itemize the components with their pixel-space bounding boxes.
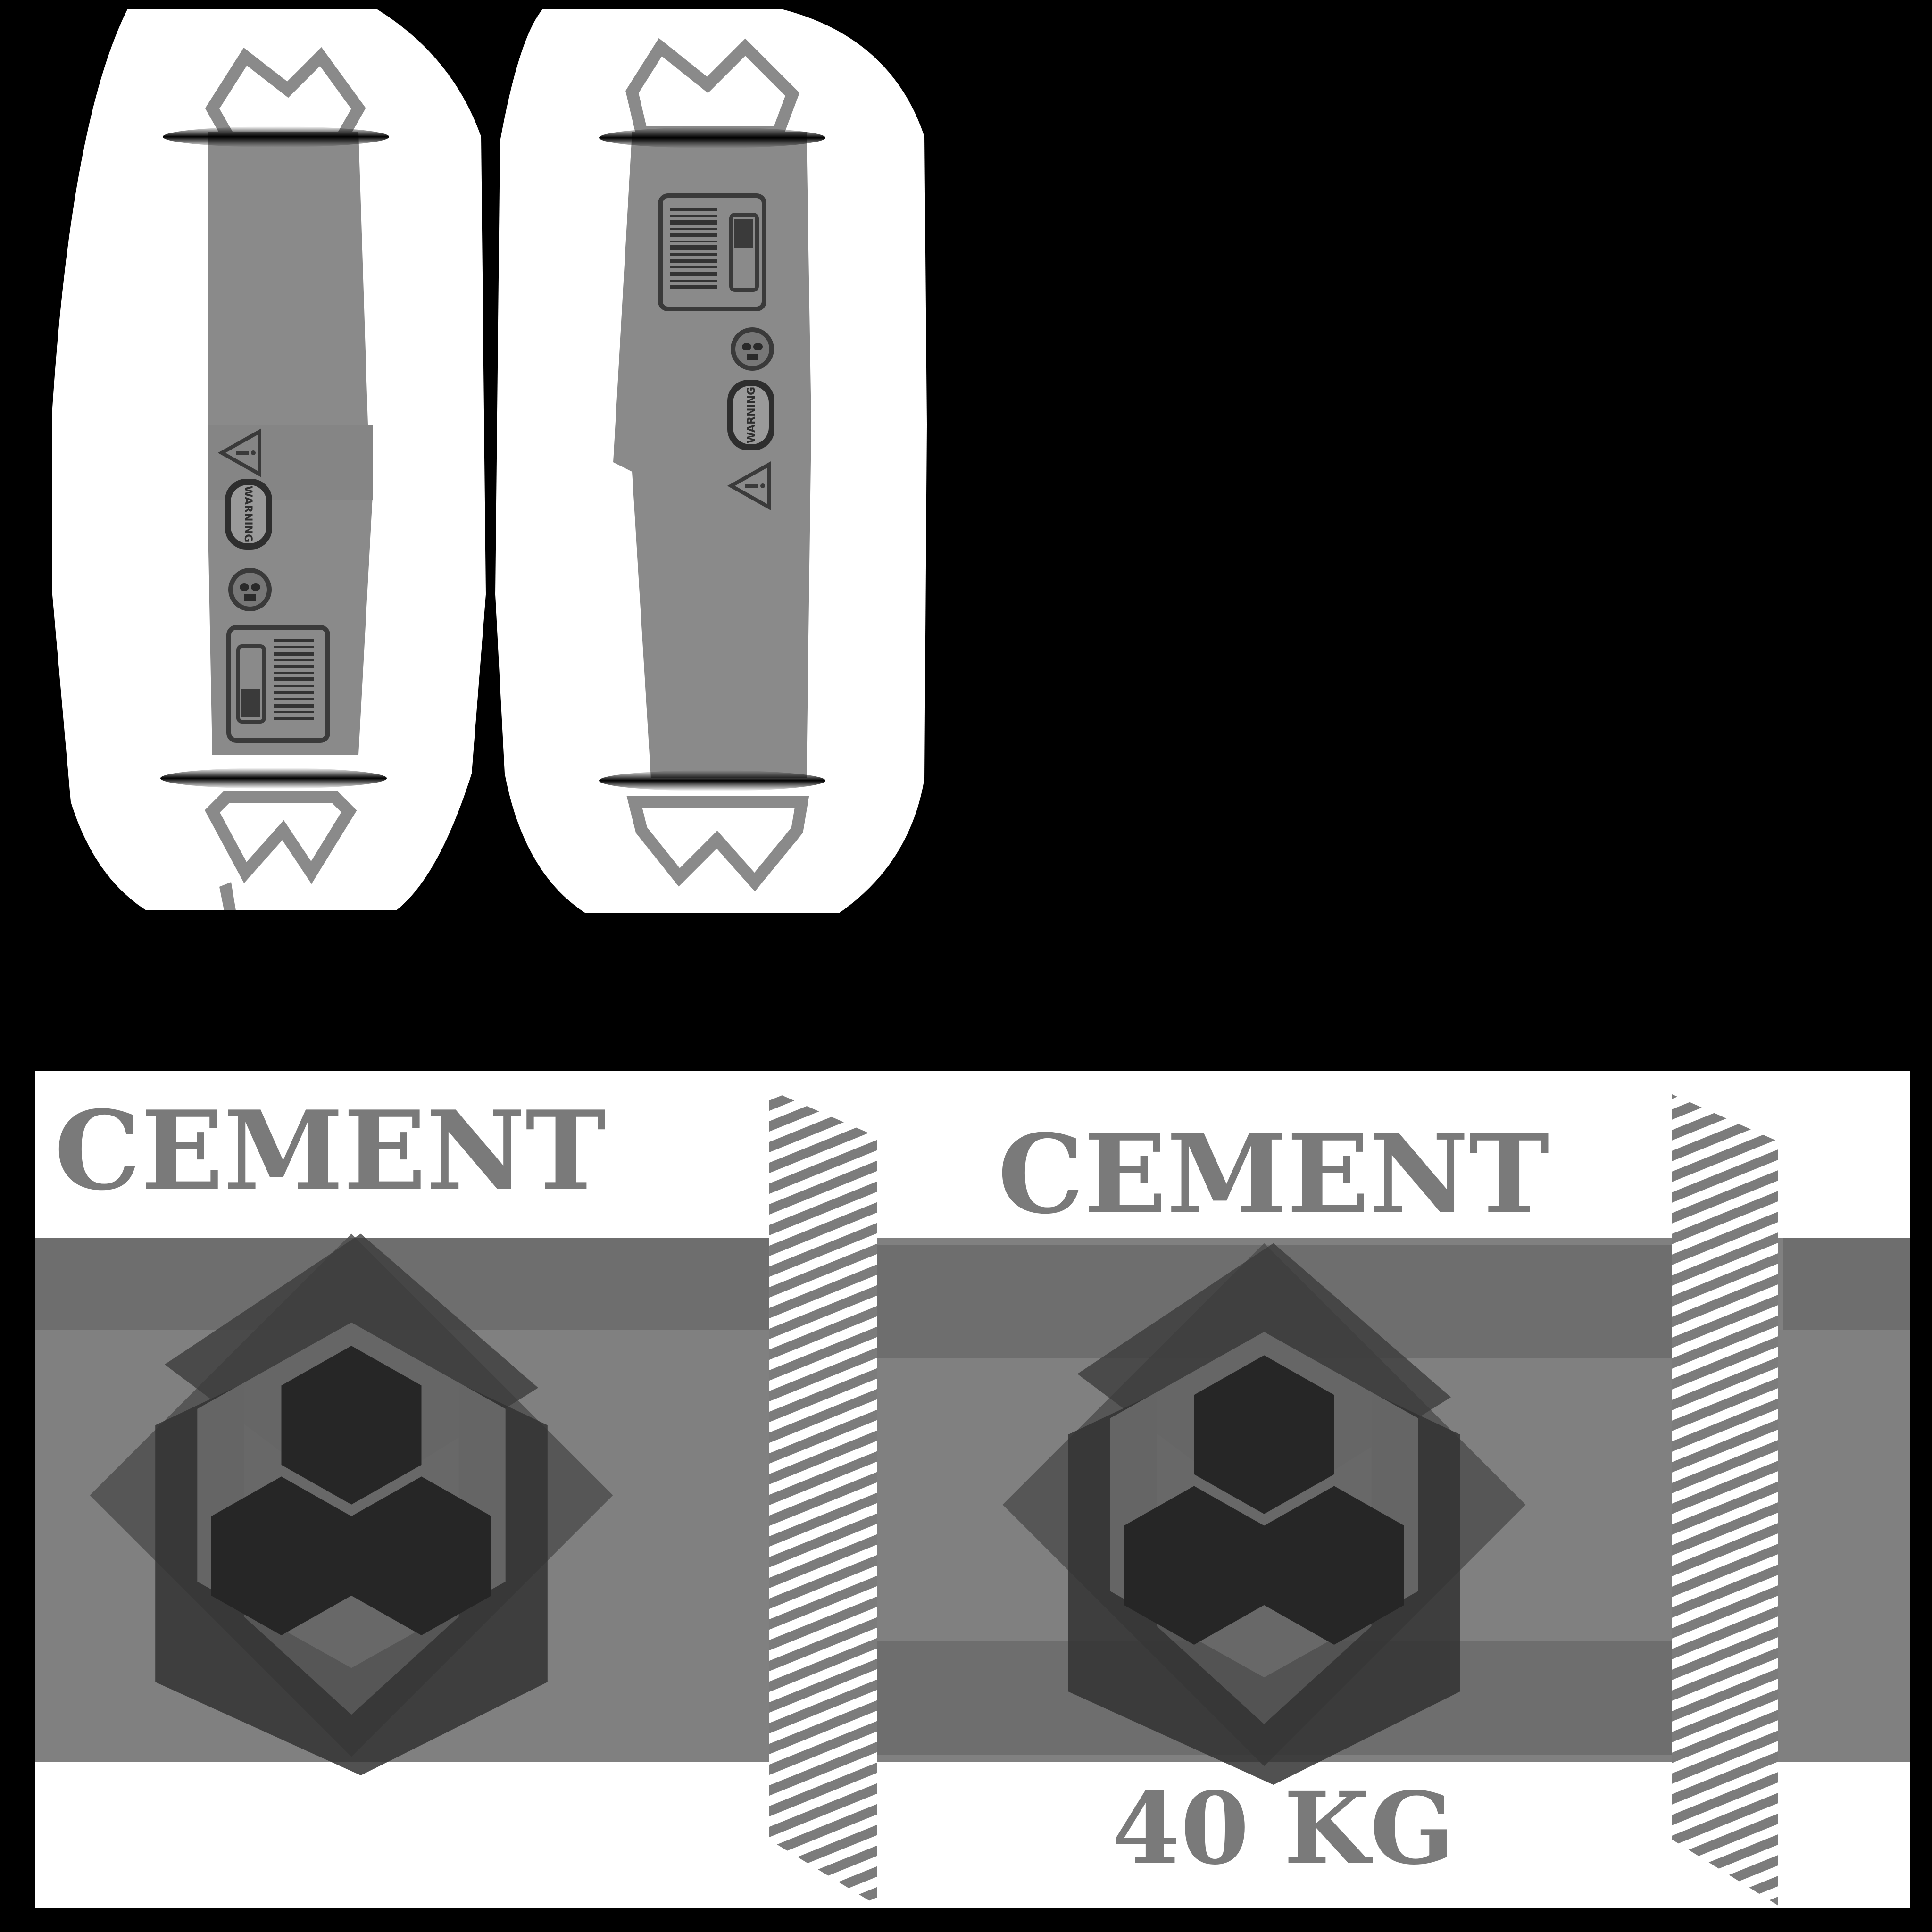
strap-bottom-right	[626, 796, 809, 892]
gas-mask-icon	[731, 327, 774, 371]
seam-bottom-right	[599, 770, 825, 791]
hazard-triangle-icon	[727, 461, 771, 510]
strap-bottom-left	[204, 791, 357, 884]
front-panel: CEMENT	[54, 1087, 613, 1775]
warning-plate: WARNING	[225, 479, 272, 550]
hazard-triangle-icon	[217, 428, 261, 477]
stripe-column-right	[1672, 1094, 1778, 1906]
seam-bottom-left	[160, 768, 387, 789]
side-panel-left: WARNING	[52, 9, 486, 910]
barcode-label	[658, 193, 766, 311]
stripe-column-left	[769, 1090, 877, 1906]
seam-top-right	[599, 127, 825, 148]
warning-text: WARNING	[242, 486, 254, 542]
front-title: CEMENT	[54, 1087, 606, 1215]
barcode-label	[226, 625, 330, 743]
seam-top-left	[163, 126, 389, 147]
gas-mask-icon	[228, 568, 272, 611]
warning-text: WARNING	[746, 387, 758, 443]
back-title: CEMENT	[998, 1111, 1549, 1238]
side-panel-right: WARNING	[495, 9, 927, 913]
weight-label: 40 KG	[1111, 1770, 1454, 1887]
bag-print-sheet: CEMENT CEMENT 40 KG	[35, 1071, 1910, 1908]
back-panel: CEMENT 40 KG	[998, 1111, 1549, 1887]
warning-plate: WARNING	[727, 380, 774, 450]
